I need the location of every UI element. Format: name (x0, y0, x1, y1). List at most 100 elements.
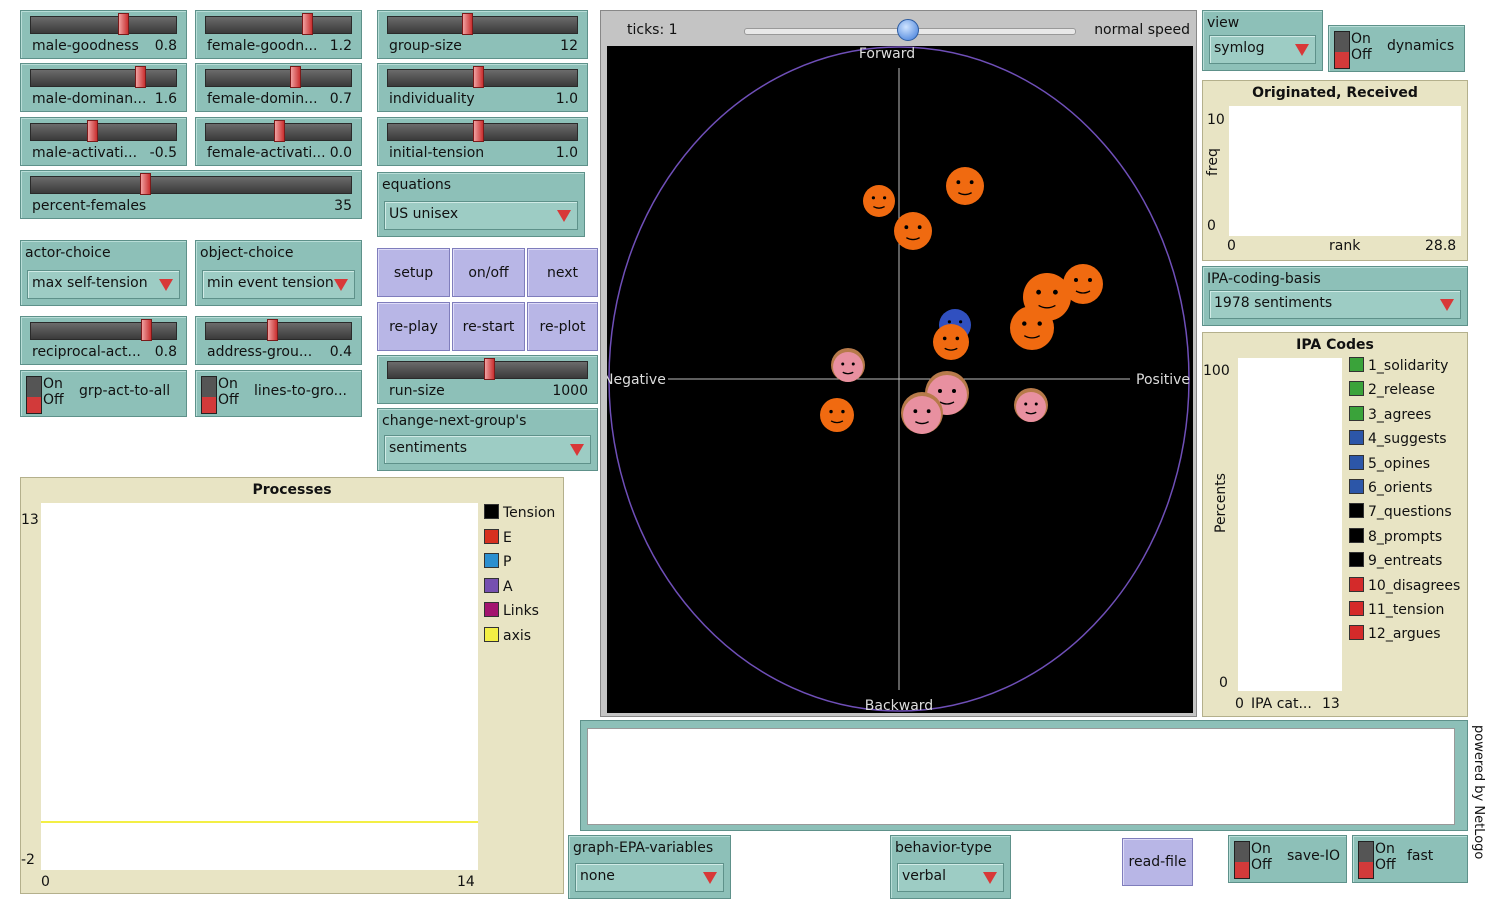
slider-thumb[interactable] (484, 358, 495, 380)
slider-thumb[interactable] (140, 173, 152, 195)
slider-label: male-goodness (32, 38, 139, 54)
slider-track[interactable] (205, 69, 352, 87)
dropdown-arrow[interactable] (1440, 299, 1454, 311)
face-eye (959, 320, 963, 324)
slider-track[interactable] (30, 69, 177, 87)
y-axis-label: Percents (1213, 473, 1229, 533)
slider-thumb[interactable] (290, 66, 302, 88)
switch-toggle[interactable] (1358, 841, 1374, 879)
switch-knob[interactable] (1359, 862, 1373, 878)
chooser-box[interactable]: max self-tension (27, 270, 180, 299)
slider[interactable]: individuality 1.0 (377, 63, 588, 112)
slider-track[interactable] (387, 16, 578, 34)
switch-knob[interactable] (27, 397, 41, 413)
slider[interactable]: male-dominan... 1.6 (20, 63, 187, 112)
button[interactable]: next (527, 248, 598, 297)
chooser-box[interactable]: symlog (1209, 35, 1316, 64)
chooser-box[interactable]: verbal (897, 863, 1004, 892)
slider[interactable]: male-goodness 0.8 (20, 10, 187, 59)
slider-value: 35 (334, 198, 352, 214)
slider[interactable]: run-size 1000 (377, 355, 598, 404)
dropdown-arrow[interactable] (570, 444, 584, 456)
switch-toggle[interactable] (1334, 31, 1350, 69)
chooser[interactable]: object-choice min event tension (195, 240, 362, 306)
face-eye (829, 409, 833, 414)
slider-thumb[interactable] (473, 120, 485, 142)
switch[interactable]: On Off lines-to-gro... (195, 370, 362, 417)
dropdown-arrow[interactable] (159, 279, 173, 291)
chooser[interactable]: actor-choice max self-tension (20, 240, 187, 306)
slider-thumb[interactable] (140, 319, 152, 341)
button[interactable]: re-start (452, 302, 525, 351)
slider-track[interactable] (205, 16, 352, 34)
switch-knob[interactable] (1235, 862, 1249, 878)
switch-toggle[interactable] (201, 376, 217, 414)
legend-swatch (1349, 454, 1364, 470)
chooser-label: IPA-coding-basis (1207, 271, 1321, 287)
button[interactable]: re-play (377, 302, 450, 351)
chooser[interactable]: view symlog (1202, 10, 1323, 71)
face-head (903, 396, 941, 434)
slider[interactable]: female-goodn... 1.2 (195, 10, 362, 59)
chooser[interactable]: IPA-coding-basis 1978 sentiments (1202, 266, 1468, 326)
legend-label: 12_argues (1368, 626, 1441, 643)
slider-track[interactable] (30, 16, 177, 34)
face-eye (841, 409, 845, 414)
dropdown-arrow[interactable] (703, 872, 717, 884)
slider-track[interactable] (30, 322, 177, 340)
chooser[interactable]: change-next-group's sentiments (377, 408, 598, 471)
speed-knob[interactable] (897, 19, 919, 41)
switch[interactable]: On Off dynamics (1328, 25, 1465, 72)
chooser-box[interactable]: min event tension (202, 270, 355, 299)
chooser[interactable]: behavior-type verbal (890, 835, 1011, 899)
slider-thumb[interactable] (473, 66, 485, 88)
slider[interactable]: female-domin... 0.7 (195, 63, 362, 112)
slider[interactable]: percent-females 35 (20, 170, 362, 219)
slider-thumb[interactable] (301, 13, 313, 35)
switch-knob[interactable] (1335, 52, 1349, 68)
chooser[interactable]: equations US unisex (377, 172, 585, 237)
switch-knob[interactable] (202, 397, 216, 413)
axis-xmax: 14 (457, 874, 475, 890)
output-text[interactable] (587, 728, 1455, 825)
dropdown-arrow[interactable] (1295, 44, 1309, 56)
switch-toggle[interactable] (26, 376, 42, 414)
switch[interactable]: On Off fast (1352, 835, 1468, 883)
legend-swatch (484, 626, 499, 642)
dropdown-arrow[interactable] (983, 872, 997, 884)
switch[interactable]: On Off grp-act-to-all (20, 370, 187, 417)
switch[interactable]: On Off save-IO (1228, 835, 1347, 883)
slider-thumb[interactable] (273, 120, 285, 142)
face-head (894, 212, 932, 250)
slider[interactable]: group-size 12 (377, 10, 588, 59)
button[interactable]: read-file (1122, 838, 1193, 886)
dropdown-arrow[interactable] (334, 279, 348, 291)
slider[interactable]: initial-tension 1.0 (377, 117, 588, 166)
slider[interactable]: male-activati... -0.5 (20, 117, 187, 166)
button[interactable]: setup (377, 248, 450, 297)
slider-thumb[interactable] (87, 120, 99, 142)
slider-thumb[interactable] (266, 319, 278, 341)
chooser-box[interactable]: sentiments (384, 435, 591, 464)
chooser[interactable]: graph-EPA-variables none (568, 835, 731, 899)
slider[interactable]: female-activati... 0.0 (195, 117, 362, 166)
switch-toggle[interactable] (1234, 841, 1250, 879)
dropdown-arrow[interactable] (557, 210, 571, 222)
button[interactable]: on/off (452, 248, 525, 297)
button[interactable]: re-plot (527, 302, 598, 351)
chooser-box[interactable]: US unisex (384, 201, 578, 230)
slider-track[interactable] (205, 322, 352, 340)
switch-label: grp-act-to-all (79, 383, 171, 399)
chooser-box[interactable]: 1978 sentiments (1209, 290, 1461, 319)
slider-track[interactable] (30, 176, 352, 194)
chooser-box[interactable]: none (575, 863, 724, 892)
slider-thumb[interactable] (135, 66, 146, 88)
slider-thumb[interactable] (118, 13, 130, 35)
slider[interactable]: address-grou... 0.4 (195, 316, 362, 365)
face-head (933, 324, 969, 360)
slider-thumb[interactable] (462, 13, 474, 35)
slider-track[interactable] (30, 123, 177, 141)
label-backward: Backward (865, 698, 933, 713)
slider[interactable]: reciprocal-act... 0.8 (20, 316, 187, 365)
